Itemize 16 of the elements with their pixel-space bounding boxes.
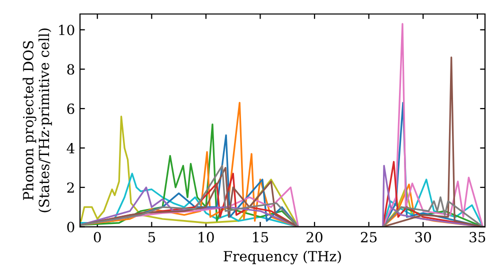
x-tick-label: 10 [198,232,214,242]
x-tick-label: 5 [148,232,156,242]
y-tick-label: 2 [67,182,74,193]
x-tick-label: 15 [253,232,268,242]
x-axis-title: Frequency (THz) [224,250,341,264]
y-tick-label: 10 [59,24,74,36]
y-tick-label: 4 [66,142,74,154]
x-tick-label: 35 [470,232,486,242]
y-tick-label: 8 [67,64,74,75]
y-tick-label: 0 [67,222,74,232]
y-axis-title: Phonon projected DOS (States/THz·primitive cell) [22,28,52,212]
x-tick-label: 20 [306,232,322,242]
x-tick-label: 25 [360,232,377,242]
x-tick-label: 0 [94,232,101,242]
y-tick-label: 6 [67,104,74,114]
x-tick-label: 30 [415,232,432,242]
